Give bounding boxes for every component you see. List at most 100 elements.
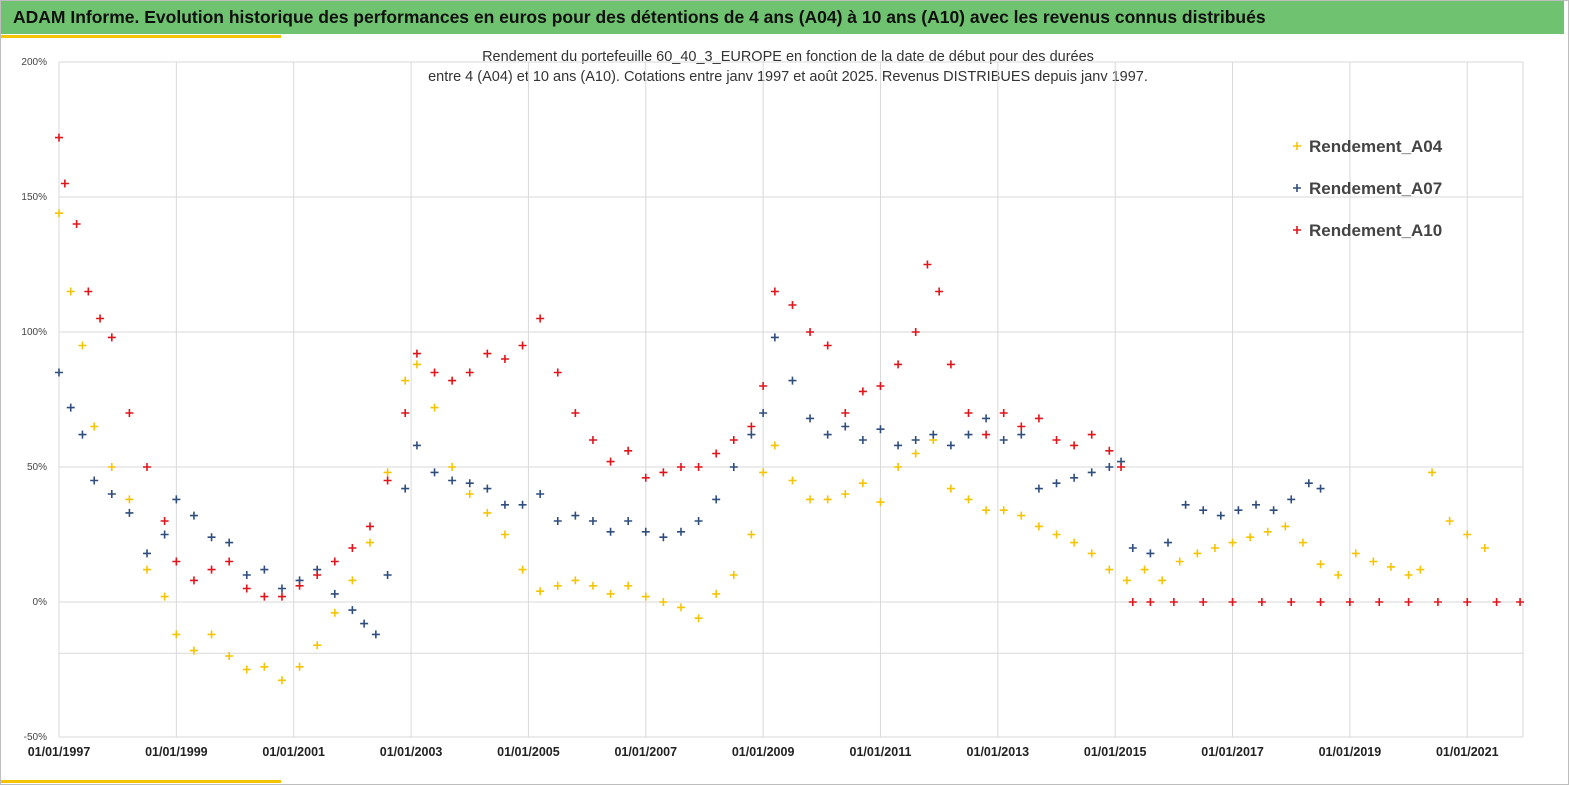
data-point <box>96 314 105 323</box>
data-point <box>823 341 832 350</box>
data-point <box>1070 441 1079 450</box>
data-point <box>911 436 920 444</box>
data-point <box>823 430 832 439</box>
data-point <box>207 565 216 574</box>
data-point <box>659 533 668 542</box>
data-point <box>747 530 756 539</box>
y-tick-label: -50% <box>24 732 47 743</box>
y-tick-label: 0% <box>33 597 48 608</box>
data-point <box>1257 598 1266 606</box>
data-point <box>277 676 286 685</box>
data-point <box>1017 511 1026 520</box>
data-point <box>330 608 339 617</box>
data-point <box>172 495 181 504</box>
data-point <box>946 441 955 450</box>
data-point <box>189 511 198 520</box>
data-point <box>964 409 973 417</box>
x-tick-label: 01/01/2021 <box>1436 745 1499 759</box>
data-point <box>412 349 421 358</box>
data-point <box>553 517 562 525</box>
legend-label: Rendement_A07 <box>1309 179 1442 198</box>
data-point <box>1140 565 1149 574</box>
data-point <box>365 538 374 547</box>
data-point <box>806 495 815 504</box>
data-point <box>876 498 885 507</box>
x-tick-label: 01/01/2019 <box>1319 745 1382 759</box>
data-point <box>747 430 756 439</box>
data-point <box>588 436 597 444</box>
legend-marker <box>1293 184 1301 192</box>
x-tick-label: 01/01/2017 <box>1201 745 1264 759</box>
data-point <box>448 476 457 485</box>
tick-layer: 200% 150% 100% 50% 0% -50% 01/01/1997 01/01/199… <box>21 57 1498 759</box>
y-tick-label: 50% <box>27 462 47 473</box>
data-point <box>371 630 380 639</box>
data-point <box>242 571 251 579</box>
data-point <box>78 341 87 350</box>
data-point <box>676 603 685 612</box>
series-Rendement_A04 <box>55 209 1489 685</box>
data-point <box>729 436 738 444</box>
chart-subtitle-line2: entre 4 (A04) et 10 ans (A10). Cotations… <box>428 69 1148 85</box>
data-point <box>999 409 1008 417</box>
data-point <box>365 522 374 531</box>
data-point <box>676 463 685 471</box>
data-point <box>107 463 116 471</box>
data-point <box>189 646 198 655</box>
data-point <box>160 530 169 539</box>
data-point <box>770 441 779 450</box>
data-point <box>430 468 439 477</box>
data-point <box>712 495 721 504</box>
data-point <box>107 333 116 342</box>
data-point <box>260 662 269 671</box>
data-point <box>1269 506 1278 515</box>
data-point <box>770 333 779 342</box>
data-point <box>676 527 685 536</box>
data-point <box>588 517 597 525</box>
data-point <box>348 576 357 585</box>
data-point <box>430 368 439 377</box>
data-point <box>1052 530 1061 539</box>
data-point <box>606 527 615 536</box>
title-banner: ADAM Informe. Evolution historique des p… <box>1 1 1564 34</box>
data-point <box>483 349 492 358</box>
data-point <box>518 500 527 509</box>
legend-marker <box>1293 142 1301 150</box>
data-point <box>911 449 920 458</box>
accent-bar-bottom <box>1 780 281 783</box>
x-tick-label: 01/01/1997 <box>28 745 91 759</box>
x-tick-label: 01/01/2007 <box>614 745 677 759</box>
data-point <box>125 409 134 417</box>
data-point <box>1404 571 1413 579</box>
data-point <box>107 490 116 498</box>
data-point <box>982 506 991 515</box>
data-point <box>858 387 867 396</box>
data-point <box>1034 414 1043 423</box>
data-point <box>1287 598 1296 606</box>
data-point <box>1375 598 1384 606</box>
data-point <box>172 630 181 639</box>
data-point <box>759 382 768 390</box>
data-point <box>1252 500 1261 509</box>
data-point <box>143 463 152 471</box>
data-point <box>1087 468 1096 477</box>
series-Rendement_A10 <box>55 133 1525 606</box>
data-point <box>160 517 169 525</box>
data-point <box>60 179 69 188</box>
data-point <box>55 368 63 377</box>
data-point <box>1017 430 1026 439</box>
data-point <box>788 476 797 485</box>
data-point <box>712 589 721 598</box>
data-point <box>606 457 615 466</box>
data-point <box>1234 506 1243 515</box>
data-point <box>659 598 668 606</box>
data-point <box>694 463 703 471</box>
data-point <box>225 652 234 660</box>
data-point <box>1334 571 1343 579</box>
data-point <box>348 606 357 615</box>
data-point <box>624 581 633 590</box>
legend-label: Rendement_A10 <box>1309 221 1442 240</box>
data-point <box>383 571 392 579</box>
data-point <box>330 589 339 598</box>
data-point <box>1105 463 1114 471</box>
